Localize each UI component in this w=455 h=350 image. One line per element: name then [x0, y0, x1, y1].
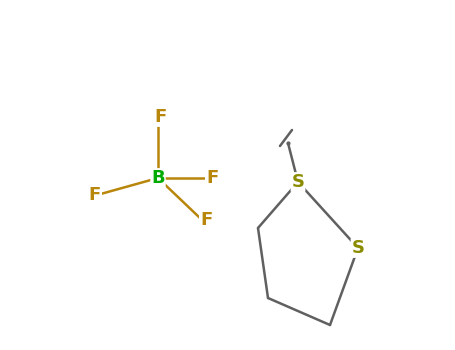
- Text: F: F: [154, 108, 166, 126]
- Text: F: F: [200, 211, 212, 229]
- Text: F: F: [206, 169, 218, 187]
- Text: S: S: [292, 173, 304, 191]
- Text: B: B: [151, 169, 165, 187]
- Text: F: F: [89, 186, 101, 204]
- Text: S: S: [352, 239, 364, 257]
